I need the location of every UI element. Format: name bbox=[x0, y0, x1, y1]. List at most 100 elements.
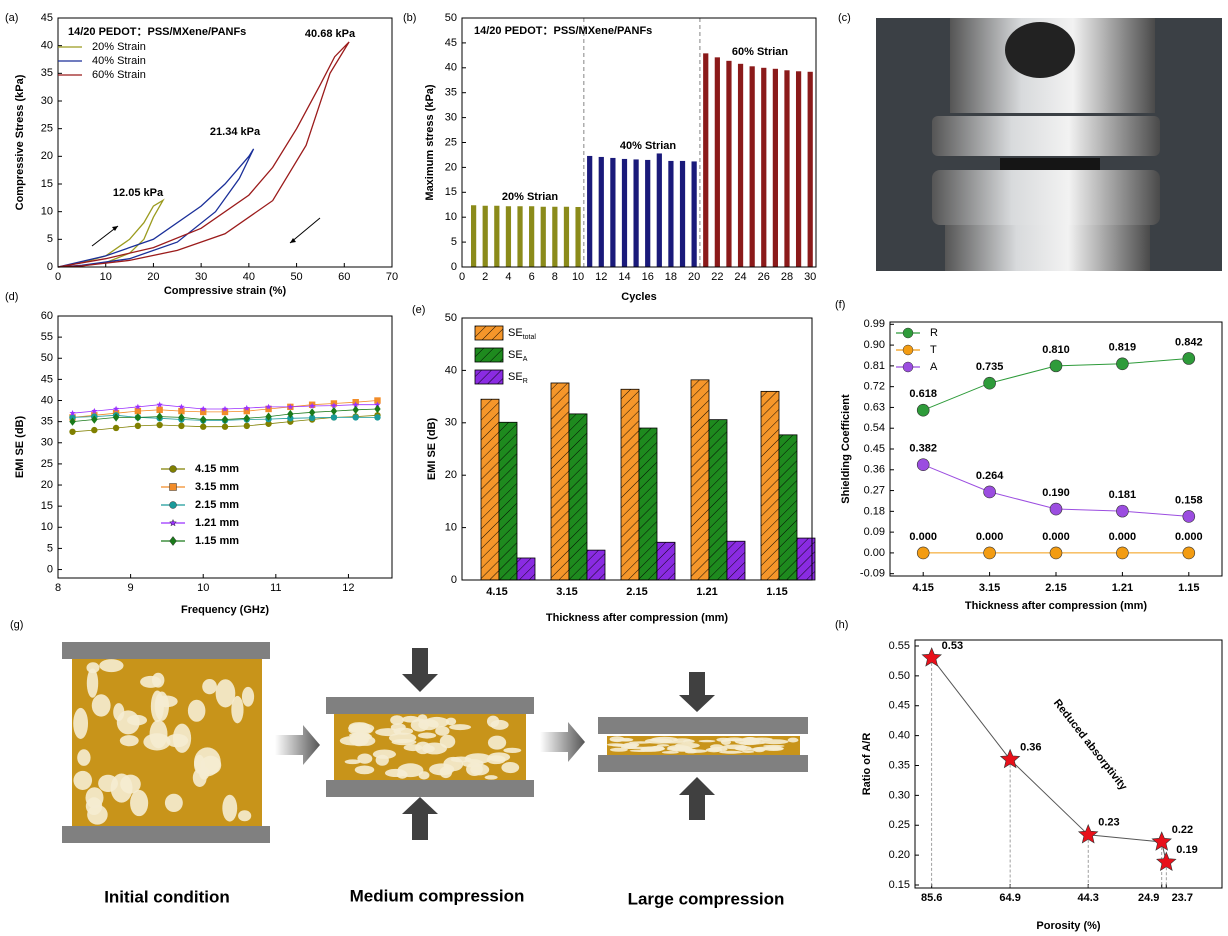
bar-hatch bbox=[499, 422, 517, 580]
x-tick-label: 22 bbox=[711, 271, 723, 283]
x-tick-label: 30 bbox=[804, 271, 816, 283]
pore bbox=[449, 724, 472, 731]
y-tick-label: 0 bbox=[451, 574, 457, 586]
legend-label: 1.15 mm bbox=[195, 535, 239, 547]
y-tick-label: 0.63 bbox=[864, 401, 885, 413]
value-label: 0.000 bbox=[1175, 531, 1203, 543]
y-tick-label: 10 bbox=[41, 206, 53, 218]
x-tick-label: 4 bbox=[505, 271, 511, 283]
marker bbox=[1116, 504, 1129, 518]
y-tick-label: 55 bbox=[41, 331, 53, 343]
marker bbox=[374, 404, 381, 414]
marker bbox=[265, 412, 272, 421]
y-tick-label: 35 bbox=[41, 416, 53, 428]
panel-label: (b) bbox=[403, 12, 416, 24]
x-tick-label: 8 bbox=[552, 271, 558, 283]
legend-label: SEtotal bbox=[508, 327, 536, 341]
y-tick-label: 30 bbox=[41, 95, 53, 107]
pore bbox=[116, 710, 140, 735]
legend-subscript: A bbox=[523, 356, 528, 363]
x-tick-label: 16 bbox=[642, 271, 654, 283]
annotation: 21.34 kPa bbox=[210, 126, 261, 138]
panel-label: (d) bbox=[5, 291, 18, 303]
y-tick-label: 35 bbox=[445, 87, 457, 99]
value-label: 0.735 bbox=[976, 361, 1004, 373]
pore bbox=[734, 745, 752, 751]
marker bbox=[1049, 359, 1063, 373]
x-tick-label: 24.9 bbox=[1138, 892, 1159, 904]
marker bbox=[112, 424, 120, 432]
pore bbox=[435, 726, 450, 736]
y-tick-label: 45 bbox=[445, 37, 457, 49]
series-line bbox=[57, 148, 255, 268]
marker bbox=[902, 361, 914, 373]
bar-hatch bbox=[727, 541, 745, 580]
value-label: 0.000 bbox=[1109, 531, 1137, 543]
x-tick-label: 9 bbox=[128, 582, 134, 594]
marker bbox=[374, 401, 381, 408]
marker bbox=[287, 409, 294, 419]
x-axis-title: Compressive strain (%) bbox=[164, 285, 287, 297]
marker bbox=[178, 403, 185, 410]
value-label: 0.000 bbox=[909, 531, 937, 543]
press-arrow bbox=[679, 777, 715, 820]
y-tick-label: 25 bbox=[445, 136, 457, 148]
marker bbox=[1049, 502, 1063, 516]
x-tick-label: 30 bbox=[195, 271, 207, 283]
pore bbox=[650, 736, 679, 743]
pore bbox=[445, 717, 457, 726]
y-tick-label: 0.30 bbox=[889, 789, 910, 801]
y-tick-label: 50 bbox=[445, 312, 457, 324]
x-tick-label: 2.15 bbox=[1045, 582, 1066, 594]
annotation: 60% Strian bbox=[732, 46, 789, 58]
pore bbox=[238, 810, 252, 822]
stage-caption: Large compression bbox=[628, 889, 785, 908]
marker bbox=[200, 408, 207, 416]
bar bbox=[482, 205, 488, 267]
marker bbox=[243, 407, 250, 415]
bar bbox=[575, 206, 581, 267]
bar bbox=[784, 70, 790, 267]
marker bbox=[1156, 851, 1177, 872]
pore bbox=[187, 699, 206, 722]
legend-label: T bbox=[930, 344, 937, 356]
y-tick-label: 0.20 bbox=[889, 849, 910, 861]
marker bbox=[69, 417, 76, 426]
x-axis-title: Porosity (%) bbox=[1036, 920, 1101, 932]
direction-arrow bbox=[289, 217, 321, 244]
y-tick-label: 15 bbox=[41, 178, 53, 190]
marker bbox=[374, 397, 381, 404]
lower-fixture bbox=[945, 225, 1150, 271]
marker bbox=[169, 483, 177, 491]
x-tick-label: 44.3 bbox=[1077, 892, 1098, 904]
legend-subscript: R bbox=[523, 378, 528, 385]
marker bbox=[983, 485, 996, 499]
y-tick-label: 0.45 bbox=[864, 443, 885, 455]
legend-hatch bbox=[475, 370, 503, 384]
x-tick-label: 23.7 bbox=[1172, 892, 1193, 904]
pore bbox=[140, 675, 162, 688]
y-tick-label: 5 bbox=[47, 542, 53, 554]
arrow-head bbox=[112, 226, 118, 231]
pore bbox=[73, 707, 89, 739]
x-axis-title: Cycles bbox=[621, 291, 656, 303]
annotation: 12.05 kPa bbox=[113, 187, 164, 199]
legend-name: SE bbox=[508, 327, 523, 339]
y-tick-label: 0.81 bbox=[864, 360, 885, 372]
y-tick-label: 15 bbox=[41, 500, 53, 512]
marker bbox=[91, 407, 98, 414]
x-tick-label: 24 bbox=[734, 271, 746, 283]
arrow bbox=[275, 725, 320, 765]
marker bbox=[134, 407, 142, 415]
pore bbox=[86, 668, 99, 698]
x-tick-label: 0 bbox=[55, 271, 61, 283]
pore bbox=[741, 750, 755, 754]
legend-label: A bbox=[930, 361, 938, 373]
bar bbox=[668, 160, 674, 267]
bar bbox=[703, 53, 709, 267]
value-label: 0.158 bbox=[1175, 494, 1203, 506]
pore bbox=[705, 747, 723, 753]
x-tick-label: 3.15 bbox=[556, 586, 577, 598]
y-tick-label: 0.45 bbox=[889, 700, 910, 712]
legend-label: 40% Strain bbox=[92, 55, 146, 67]
